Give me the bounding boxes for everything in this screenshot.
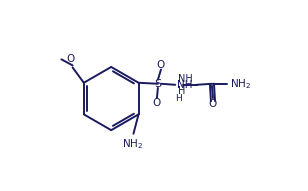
Text: O: O	[209, 99, 217, 109]
Text: NH: NH	[177, 80, 193, 90]
Text: H: H	[175, 94, 182, 103]
Text: S: S	[154, 79, 161, 89]
Text: O: O	[153, 98, 161, 108]
Text: O: O	[157, 60, 165, 70]
Text: NH
H: NH H	[178, 74, 193, 96]
Text: O: O	[66, 54, 74, 64]
Text: NH$_2$: NH$_2$	[122, 137, 143, 151]
Text: NH$_2$: NH$_2$	[230, 77, 251, 91]
